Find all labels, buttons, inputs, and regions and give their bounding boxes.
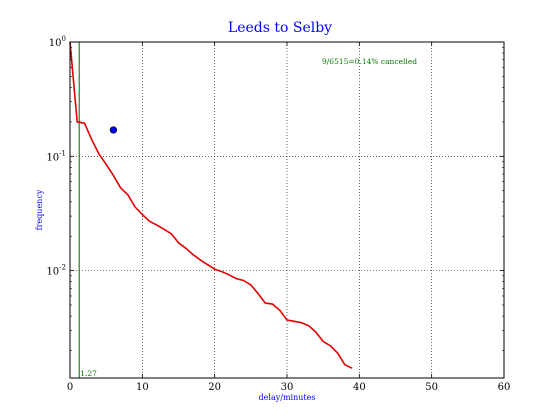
y-tick-label: 10-1 <box>46 149 66 163</box>
x-tick-label: 50 <box>425 382 438 393</box>
y-axis-label: frequency <box>35 189 44 230</box>
x-tick-label: 40 <box>353 382 366 393</box>
x-tick-label: 20 <box>208 382 221 393</box>
mean-line-group: 1.27 <box>78 42 97 378</box>
cancellation-marker <box>109 126 118 134</box>
plot-frame <box>69 41 505 379</box>
x-tick-label: 60 <box>498 382 511 393</box>
x-tick-label: 0 <box>67 382 73 393</box>
cancel-annotation: 9/6515=0.14% cancelled <box>322 57 417 66</box>
marker-layer <box>109 126 118 134</box>
x-tick-label: 10 <box>136 382 149 393</box>
mean-delay-label: 1.27 <box>80 369 97 378</box>
x-tick-label: 30 <box>281 382 294 393</box>
series-layer <box>69 41 353 369</box>
ticks: 0 10 20 30 40 50 60 100 10-1 10-2 <box>46 35 510 393</box>
delay-frequency-line <box>69 41 353 369</box>
grid <box>70 42 504 378</box>
x-axis-label: delay/minutes <box>259 393 316 402</box>
y-tick-label: 100 <box>49 35 66 49</box>
chart-title: Leeds to Selby <box>228 20 332 36</box>
y-tick-label: 10-2 <box>46 264 66 278</box>
